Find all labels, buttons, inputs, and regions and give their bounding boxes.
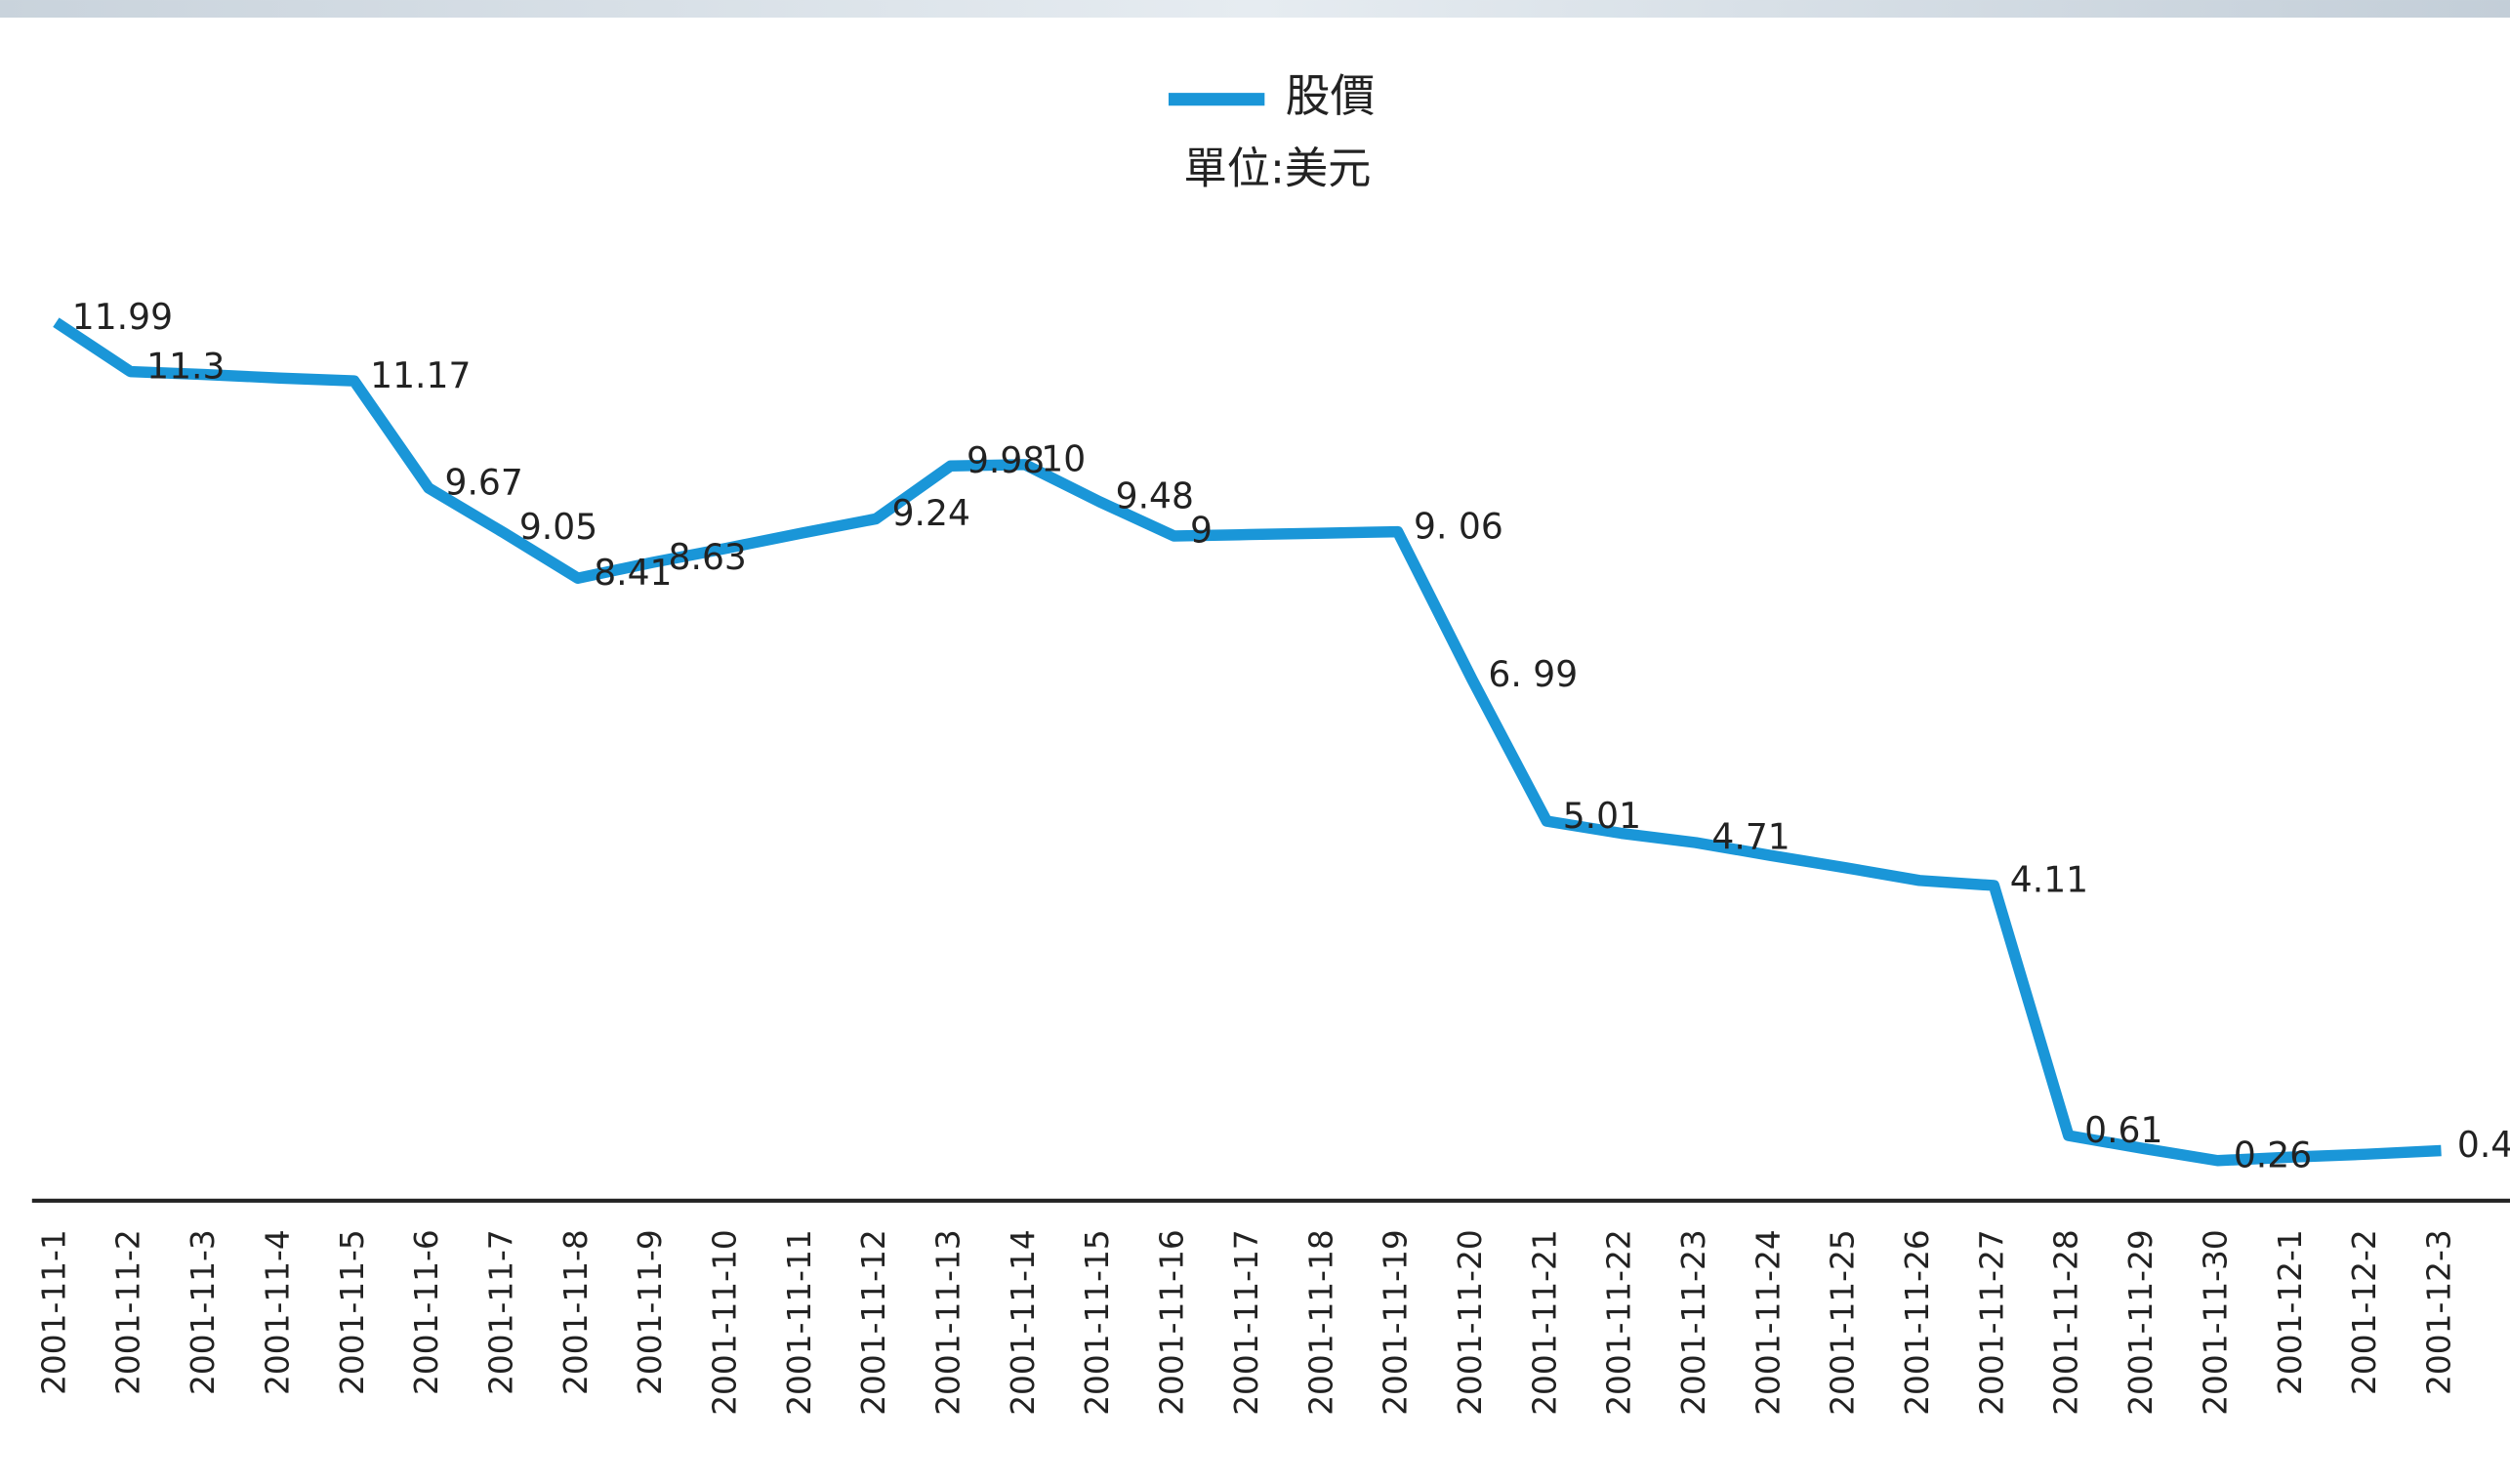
data-label: 9.24 — [892, 493, 970, 534]
x-tick-label: 2001-11-29 — [2122, 1229, 2160, 1416]
data-label: 4.71 — [1711, 817, 1790, 858]
data-line — [53, 317, 2442, 1167]
x-tick-label: 2001-11-17 — [1228, 1229, 1265, 1416]
x-tick-label: 2001-11-28 — [2048, 1229, 2085, 1416]
data-label: 11.99 — [72, 297, 173, 338]
x-tick-label: 2001-11-4 — [259, 1229, 296, 1395]
x-tick-label: 2001-11-18 — [1302, 1229, 1339, 1416]
x-tick-label: 2001-11-23 — [1675, 1229, 1712, 1416]
x-tick-label: 2001-11-14 — [1005, 1229, 1042, 1416]
x-tick-label: 2001-12-1 — [2272, 1229, 2309, 1395]
x-tick-label: 2001-11-3 — [185, 1229, 222, 1395]
x-tick-label: 2001-11-5 — [334, 1229, 371, 1395]
data-label: 10 — [1041, 439, 1086, 480]
data-label: 0.4 — [2457, 1125, 2510, 1166]
data-label: 11.3 — [146, 346, 225, 387]
top-bar — [0, 0, 2510, 19]
data-label: 6. 99 — [1488, 654, 1578, 695]
data-label: 9. 06 — [1414, 506, 1503, 547]
x-tick-label: 2001-11-26 — [1899, 1229, 1936, 1416]
x-tick-label: 2001-11-8 — [557, 1229, 595, 1395]
legend-label: 股價 — [1286, 69, 1376, 122]
x-tick-label: 2001-11-13 — [930, 1229, 967, 1416]
data-label: 9.48 — [1116, 476, 1194, 517]
x-tick-label: 2001-11-20 — [1452, 1229, 1489, 1416]
data-label: 5.01 — [1563, 796, 1641, 837]
x-tick-label: 2001-11-27 — [1973, 1229, 2010, 1416]
data-label: 11.17 — [370, 355, 471, 396]
x-tick-label: 2001-12-3 — [2420, 1229, 2457, 1395]
x-tick-label: 2001-11-15 — [1079, 1229, 1116, 1416]
x-tick-label: 2001-11-22 — [1601, 1229, 1638, 1416]
x-tick-label: 2001-11-9 — [632, 1229, 669, 1395]
data-label: 9 — [1190, 511, 1213, 552]
chart-subtitle: 單位:美元 — [1183, 144, 1371, 193]
x-tick-label: 2001-11-10 — [707, 1229, 744, 1416]
x-tick-label: 2001-11-11 — [781, 1229, 818, 1416]
x-tick-label: 2001-11-24 — [1749, 1229, 1787, 1416]
data-label: 0.61 — [2084, 1110, 2162, 1151]
x-tick-label: 2001-11-30 — [2197, 1229, 2234, 1416]
x-tick-label: 2001-11-19 — [1378, 1229, 1415, 1416]
data-label: 9.67 — [445, 463, 523, 504]
x-tick-label: 2001-11-16 — [1154, 1229, 1191, 1416]
data-label: 8.41 — [594, 553, 672, 594]
data-label: 0.26 — [2234, 1134, 2312, 1175]
x-tick-label: 2001-12-2 — [2346, 1229, 2383, 1395]
x-tick-label: 2001-11-12 — [855, 1229, 892, 1416]
x-tick-label: 2001-11-21 — [1526, 1229, 1563, 1416]
data-label: 9.05 — [519, 507, 597, 548]
x-tick-label: 2001-11-7 — [482, 1229, 519, 1395]
x-tick-label: 2001-11-1 — [35, 1229, 72, 1395]
data-label: 8.63 — [669, 537, 747, 578]
x-tick-label: 2001-11-2 — [110, 1229, 147, 1395]
x-tick-label: 2001-11-25 — [1825, 1229, 1862, 1416]
x-tick-label: 2001-11-6 — [408, 1229, 445, 1395]
data-label: 4.11 — [2010, 860, 2088, 901]
data-label: 9.98 — [967, 440, 1045, 481]
